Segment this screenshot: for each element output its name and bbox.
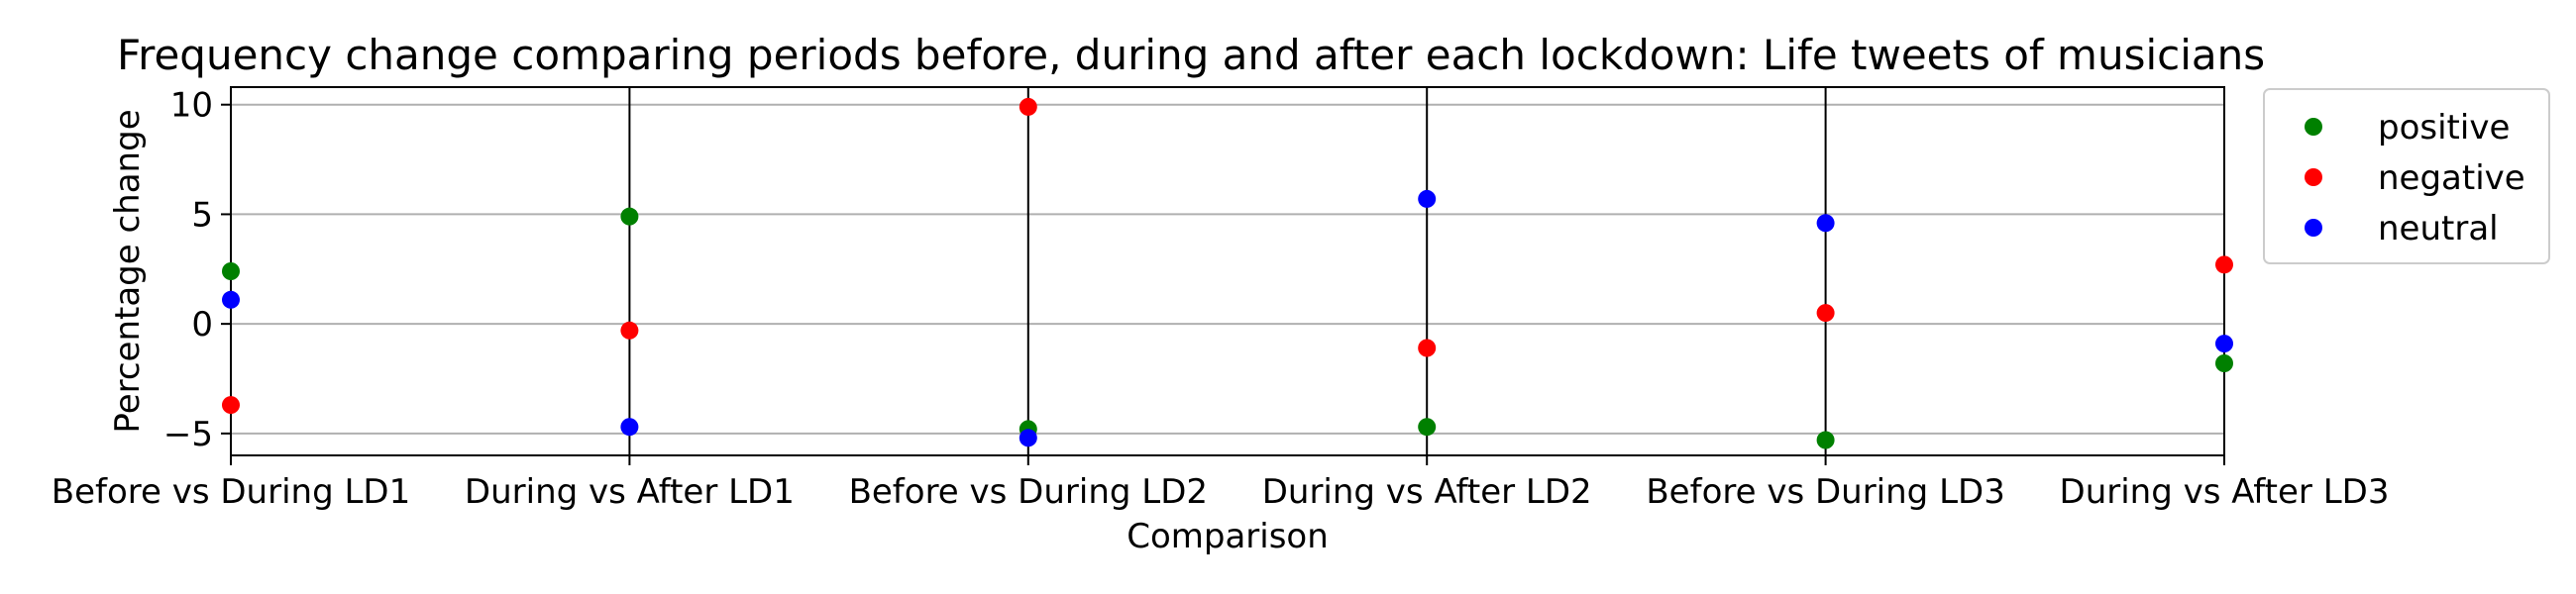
x-tick-label: Before vs During LD1 bbox=[52, 472, 410, 512]
data-point-negative bbox=[1418, 339, 1437, 357]
data-point-neutral bbox=[1816, 214, 1835, 233]
y-tick-label: 10 bbox=[170, 86, 213, 126]
grid bbox=[231, 103, 2224, 435]
data-point-neutral bbox=[620, 418, 639, 437]
data-point-positive bbox=[222, 262, 240, 280]
x-tick-label: During vs After LD2 bbox=[1262, 472, 1592, 512]
x-tick-label: During vs After LD3 bbox=[2060, 472, 2390, 512]
legend-marker-negative bbox=[2305, 168, 2322, 186]
y-tick-label: −5 bbox=[163, 415, 213, 454]
y-tick-label: 5 bbox=[191, 195, 213, 235]
legend-label-positive: positive bbox=[2378, 108, 2510, 148]
y-tick-label: 0 bbox=[191, 305, 213, 345]
data-point-neutral bbox=[1418, 189, 1437, 208]
legend-marker-positive bbox=[2305, 118, 2322, 136]
x-tick-label: Before vs During LD2 bbox=[849, 472, 1208, 512]
data-point-neutral bbox=[1019, 429, 1037, 447]
vertical-lines bbox=[628, 87, 1827, 455]
plot-frame bbox=[230, 86, 2225, 456]
data-point-positive bbox=[2215, 354, 2233, 372]
x-axis-label: Comparison bbox=[1127, 517, 1329, 556]
y-axis-label: Percentage change bbox=[108, 109, 148, 433]
data-point-neutral bbox=[2215, 335, 2233, 353]
x-tick-label: Before vs During LD3 bbox=[1646, 472, 2004, 512]
data-point-neutral bbox=[222, 290, 240, 309]
legend-marker-neutral bbox=[2305, 219, 2322, 237]
data-points bbox=[222, 97, 2233, 449]
data-point-negative bbox=[222, 396, 240, 415]
x-tick-label: During vs After LD1 bbox=[465, 472, 795, 512]
x-axis: Before vs During LD1 During vs After LD1 B… bbox=[52, 455, 2390, 512]
legend-items: positive negative neutral bbox=[2305, 108, 2525, 248]
y-axis: −5 0 5 10 bbox=[163, 86, 231, 454]
legend: positive negative neutral bbox=[2263, 88, 2550, 264]
data-point-positive bbox=[620, 207, 639, 226]
data-point-negative bbox=[620, 321, 639, 340]
legend-label-neutral: neutral bbox=[2378, 209, 2499, 248]
data-point-negative bbox=[1816, 304, 1835, 323]
data-point-positive bbox=[1418, 418, 1437, 437]
data-point-negative bbox=[2215, 255, 2233, 274]
legend-frame bbox=[2263, 88, 2550, 264]
data-point-positive bbox=[1816, 431, 1835, 449]
chart-title: Frequency change comparing periods befor… bbox=[117, 31, 2265, 79]
data-point-negative bbox=[1019, 97, 1037, 116]
legend-label-negative: negative bbox=[2378, 158, 2525, 198]
